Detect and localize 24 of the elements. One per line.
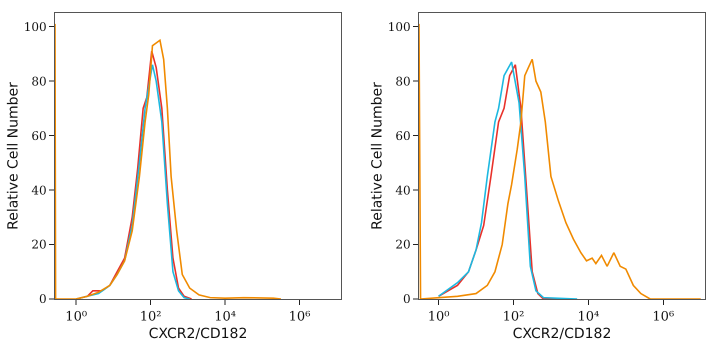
x-tick-label: 10⁴ bbox=[577, 310, 600, 325]
y-tick-label: 60 bbox=[395, 128, 411, 143]
x-tick-label: 10⁰ bbox=[65, 310, 88, 325]
x-axis-title: CXCR2/CD182 bbox=[512, 326, 612, 342]
y-tick-label: 40 bbox=[31, 183, 47, 198]
x-tick-label: 10⁰ bbox=[428, 310, 450, 325]
y-tick-label: 40 bbox=[395, 183, 411, 198]
y-tick-label: 60 bbox=[31, 128, 47, 143]
y-tick-label: 100 bbox=[388, 20, 411, 34]
y-tick-label: 20 bbox=[31, 238, 47, 252]
y-tick-label: 0 bbox=[402, 292, 411, 306]
x-tick-label: 10⁶ bbox=[288, 310, 310, 325]
y-tick-label: 80 bbox=[31, 74, 47, 88]
y-axis-title: Relative Cell Number bbox=[5, 82, 22, 230]
y-tick-label: 20 bbox=[395, 238, 411, 252]
x-tick-label: 10⁴ bbox=[214, 310, 236, 325]
y-tick-label: 80 bbox=[395, 74, 411, 88]
x-tick-label: 10⁶ bbox=[652, 310, 674, 325]
y-tick-label: 0 bbox=[38, 292, 47, 306]
y-tick-label: 100 bbox=[24, 20, 47, 34]
x-axis-title: CXCR2/CD182 bbox=[148, 326, 248, 342]
y-axis-title: Relative Cell Number bbox=[369, 82, 386, 230]
x-tick-label: 10² bbox=[140, 310, 162, 325]
x-tick-label: 10² bbox=[502, 310, 524, 325]
